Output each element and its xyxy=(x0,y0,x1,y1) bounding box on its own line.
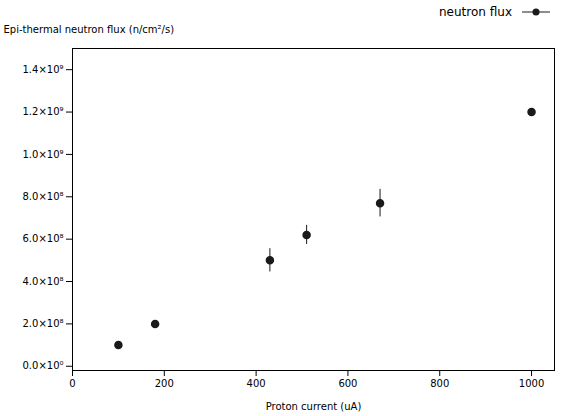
svg-text:1.4×10⁹: 1.4×10⁹ xyxy=(22,64,63,75)
svg-text:Proton current (uA): Proton current (uA) xyxy=(266,401,362,412)
svg-text:6.0×10⁸: 6.0×10⁸ xyxy=(22,233,63,244)
svg-text:1.2×10⁹: 1.2×10⁹ xyxy=(22,106,63,117)
svg-text:0: 0 xyxy=(69,378,75,389)
svg-text:0.0×10⁰: 0.0×10⁰ xyxy=(22,360,63,371)
svg-text:200: 200 xyxy=(155,378,174,389)
html-text:neutron flux: neutron flux xyxy=(439,5,512,19)
svg-text:4.0×10⁸: 4.0×10⁸ xyxy=(22,276,63,287)
svg-text:2.0×10⁸: 2.0×10⁸ xyxy=(22,318,63,329)
svg-text:600: 600 xyxy=(338,378,357,389)
svg-text:1000: 1000 xyxy=(519,378,544,389)
svg-text:1.0×10⁹: 1.0×10⁹ xyxy=(22,149,63,160)
svg-text:800: 800 xyxy=(430,378,449,389)
svg-text:8.0×10⁸: 8.0×10⁸ xyxy=(22,191,63,202)
svg-text:400: 400 xyxy=(247,378,266,389)
svg-text:Epi-thermal neutron flux (n/cm: Epi-thermal neutron flux (n/cm²/s) xyxy=(4,24,175,35)
